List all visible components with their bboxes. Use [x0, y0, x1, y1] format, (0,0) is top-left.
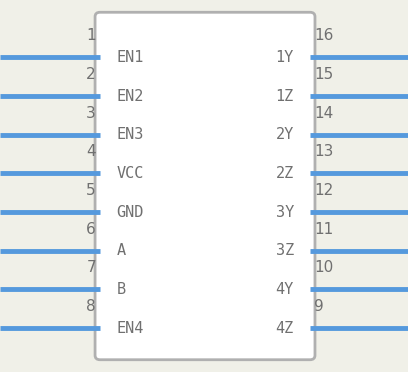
FancyBboxPatch shape [95, 12, 315, 360]
Text: 1Y: 1Y [275, 50, 294, 65]
Text: 5: 5 [86, 183, 96, 198]
Text: 15: 15 [314, 67, 333, 82]
Text: 11: 11 [314, 222, 333, 237]
Text: EN2: EN2 [116, 89, 144, 103]
Text: 13: 13 [314, 144, 333, 159]
Text: 2: 2 [86, 67, 96, 82]
Text: 1Z: 1Z [275, 89, 294, 103]
Text: 4Z: 4Z [275, 321, 294, 336]
Text: GND: GND [116, 205, 144, 219]
Text: 7: 7 [86, 260, 96, 275]
Text: 2Z: 2Z [275, 166, 294, 181]
Text: 3Z: 3Z [275, 243, 294, 258]
Text: B: B [116, 282, 125, 297]
Text: 1: 1 [86, 28, 96, 43]
Text: 14: 14 [314, 106, 333, 121]
Text: 2Y: 2Y [275, 127, 294, 142]
Text: 6: 6 [86, 222, 96, 237]
Text: VCC: VCC [116, 166, 144, 181]
Text: 4: 4 [86, 144, 96, 159]
Text: 10: 10 [314, 260, 333, 275]
Text: 3: 3 [86, 106, 96, 121]
Text: 12: 12 [314, 183, 333, 198]
Text: EN1: EN1 [116, 50, 144, 65]
Text: A: A [116, 243, 125, 258]
Text: 8: 8 [86, 299, 96, 314]
Text: 16: 16 [314, 28, 333, 43]
Text: 9: 9 [314, 299, 324, 314]
Text: 3Y: 3Y [275, 205, 294, 219]
Text: EN4: EN4 [116, 321, 144, 336]
Text: EN3: EN3 [116, 127, 144, 142]
Text: 4Y: 4Y [275, 282, 294, 297]
